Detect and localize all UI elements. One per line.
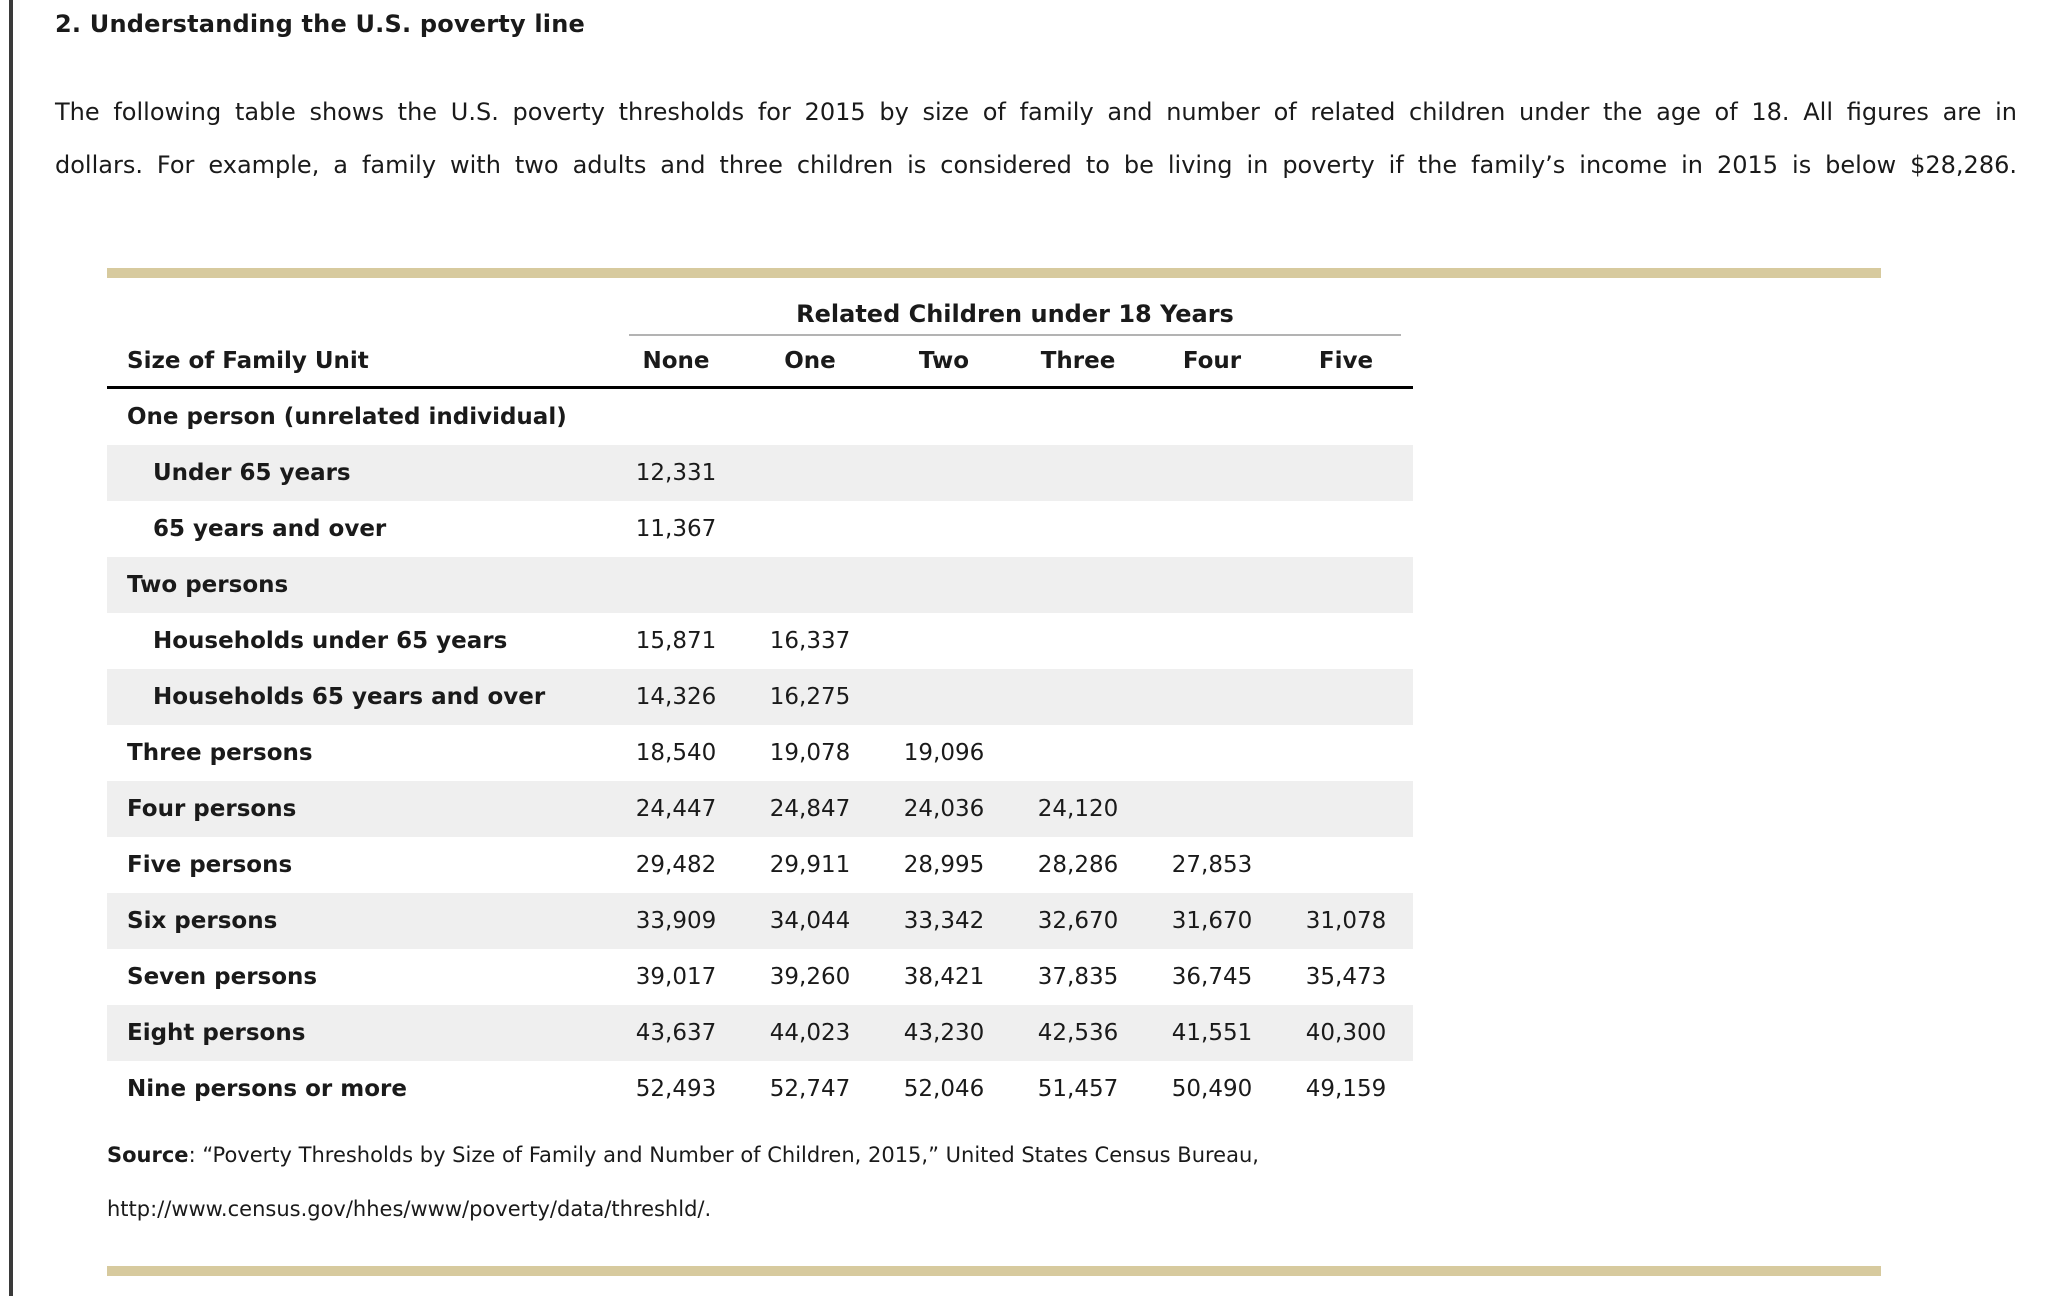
- row-label: Households 65 years and over: [153, 684, 546, 710]
- column-header-one: One: [784, 348, 836, 374]
- table-row: Five persons 29,482 29,911 28,995 28,286 27,8…: [107, 837, 1413, 893]
- row-value: 16,275: [769, 684, 851, 710]
- row-value: 11,367: [635, 516, 717, 542]
- poverty-thresholds-table: Related Children under 18 Years Size of …: [107, 278, 1413, 1117]
- row-value: 44,023: [769, 1020, 851, 1046]
- table-row: Households 65 years and over 14,326 16,275: [107, 669, 1413, 725]
- table-row: Six persons 33,909 34,044 33,342 32,670 31,67…: [107, 893, 1413, 949]
- row-label: Four persons: [127, 796, 297, 822]
- table-group-header-row: Related Children under 18 Years: [107, 278, 1413, 336]
- row-label: Nine persons or more: [127, 1076, 407, 1102]
- row-value: 16,337: [769, 628, 851, 654]
- row-label: One person (unrelated individual): [127, 404, 567, 430]
- source-line: Source: “Poverty Thresholds by Size of F…: [107, 1128, 1259, 1182]
- row-value: 34,044: [769, 908, 851, 934]
- column-header-four: Four: [1182, 348, 1242, 374]
- row-value: 39,017: [635, 964, 717, 990]
- row-value: 24,036: [903, 796, 985, 822]
- table-row: Eight persons 43,637 44,023 43,230 42,536 41,…: [107, 1005, 1413, 1061]
- row-value: 37,835: [1037, 964, 1119, 990]
- row-value: 52,747: [769, 1076, 851, 1102]
- group-header-related-children: Related Children under 18 Years: [629, 300, 1401, 336]
- row-value: 29,911: [769, 852, 851, 878]
- table-row: 65 years and over 11,367: [107, 501, 1413, 557]
- row-value: 24,847: [769, 796, 851, 822]
- intro-paragraph: The following table shows the U.S. pover…: [55, 86, 2017, 192]
- paragraph-line-1: The following table shows the U.S. pover…: [55, 98, 2017, 126]
- table-row: Nine persons or more 52,493 52,747 52,046 51…: [107, 1061, 1413, 1117]
- table-bottom-accent-bar: [107, 1266, 1881, 1276]
- table-top-accent-bar: [107, 268, 1881, 278]
- row-label: Households under 65 years: [153, 628, 508, 654]
- row-value: 40,300: [1305, 1020, 1387, 1046]
- row-value: 33,909: [635, 908, 717, 934]
- column-header-two: Two: [918, 348, 970, 374]
- row-value: 35,473: [1305, 964, 1387, 990]
- row-value: 39,260: [769, 964, 851, 990]
- source-note: Source: “Poverty Thresholds by Size of F…: [107, 1128, 1259, 1236]
- row-value: 32,670: [1037, 908, 1119, 934]
- row-label: Five persons: [127, 852, 293, 878]
- column-header-none: None: [642, 348, 710, 374]
- row-value: 52,493: [635, 1076, 717, 1102]
- row-value: 38,421: [903, 964, 985, 990]
- row-value: 51,457: [1037, 1076, 1119, 1102]
- row-value: 41,551: [1171, 1020, 1253, 1046]
- row-value: 49,159: [1305, 1076, 1387, 1102]
- row-value: 18,540: [635, 740, 717, 766]
- row-value: 27,853: [1171, 852, 1253, 878]
- column-header-three: Three: [1040, 348, 1116, 374]
- table-row: Three persons 18,540 19,078 19,096: [107, 725, 1413, 781]
- row-value: 43,230: [903, 1020, 985, 1046]
- table-header-row: Size of Family Unit None One Two Three F…: [107, 336, 1413, 389]
- table-row: Two persons: [107, 557, 1413, 613]
- row-label: 65 years and over: [153, 516, 387, 542]
- row-value: 14,326: [635, 684, 717, 710]
- table-body: One person (unrelated individual) Under 6…: [107, 389, 1413, 1117]
- row-label: Two persons: [127, 572, 289, 598]
- source-text: : “Poverty Thresholds by Size of Family …: [188, 1143, 1259, 1167]
- page-left-border: [9, 0, 13, 1296]
- row-value: 28,995: [903, 852, 985, 878]
- row-value: 42,536: [1037, 1020, 1119, 1046]
- column-header-five: Five: [1318, 348, 1374, 374]
- row-value: 24,447: [635, 796, 717, 822]
- row-label: Eight persons: [127, 1020, 306, 1046]
- row-label: Six persons: [127, 908, 278, 934]
- table-row: Four persons 24,447 24,847 24,036 24,120: [107, 781, 1413, 837]
- row-label: Under 65 years: [153, 460, 351, 486]
- row-value: 36,745: [1171, 964, 1253, 990]
- row-value: 29,482: [635, 852, 717, 878]
- row-value: 15,871: [635, 628, 717, 654]
- row-value: 12,331: [635, 460, 717, 486]
- table-row: Households under 65 years 15,871 16,337: [107, 613, 1413, 669]
- row-value: 28,286: [1037, 852, 1119, 878]
- row-value: 31,078: [1305, 908, 1387, 934]
- row-value: 50,490: [1171, 1076, 1253, 1102]
- row-value: 43,637: [635, 1020, 717, 1046]
- row-value: 52,046: [903, 1076, 985, 1102]
- row-label: Three persons: [127, 740, 313, 766]
- row-value: 19,078: [769, 740, 851, 766]
- column-header-size-of-family-unit: Size of Family Unit: [127, 348, 369, 374]
- row-value: 24,120: [1037, 796, 1119, 822]
- source-label: Source: [107, 1143, 189, 1167]
- paragraph-line-2: dollars. For example, a family with two …: [55, 151, 2017, 179]
- table-row: One person (unrelated individual): [107, 389, 1413, 445]
- section-title: 2. Understanding the U.S. poverty line: [55, 10, 585, 38]
- table-row: Seven persons 39,017 39,260 38,421 37,835 36,…: [107, 949, 1413, 1005]
- table-row: Under 65 years 12,331: [107, 445, 1413, 501]
- row-value: 19,096: [903, 740, 985, 766]
- row-label: Seven persons: [127, 964, 318, 990]
- row-value: 33,342: [903, 908, 985, 934]
- source-url: http://www.census.gov/hhes/www/poverty/d…: [107, 1197, 712, 1221]
- row-value: 31,670: [1171, 908, 1253, 934]
